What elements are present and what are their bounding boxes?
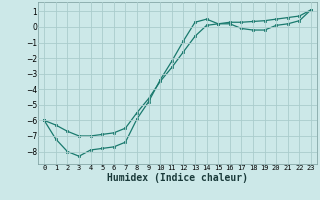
X-axis label: Humidex (Indice chaleur): Humidex (Indice chaleur): [107, 173, 248, 183]
